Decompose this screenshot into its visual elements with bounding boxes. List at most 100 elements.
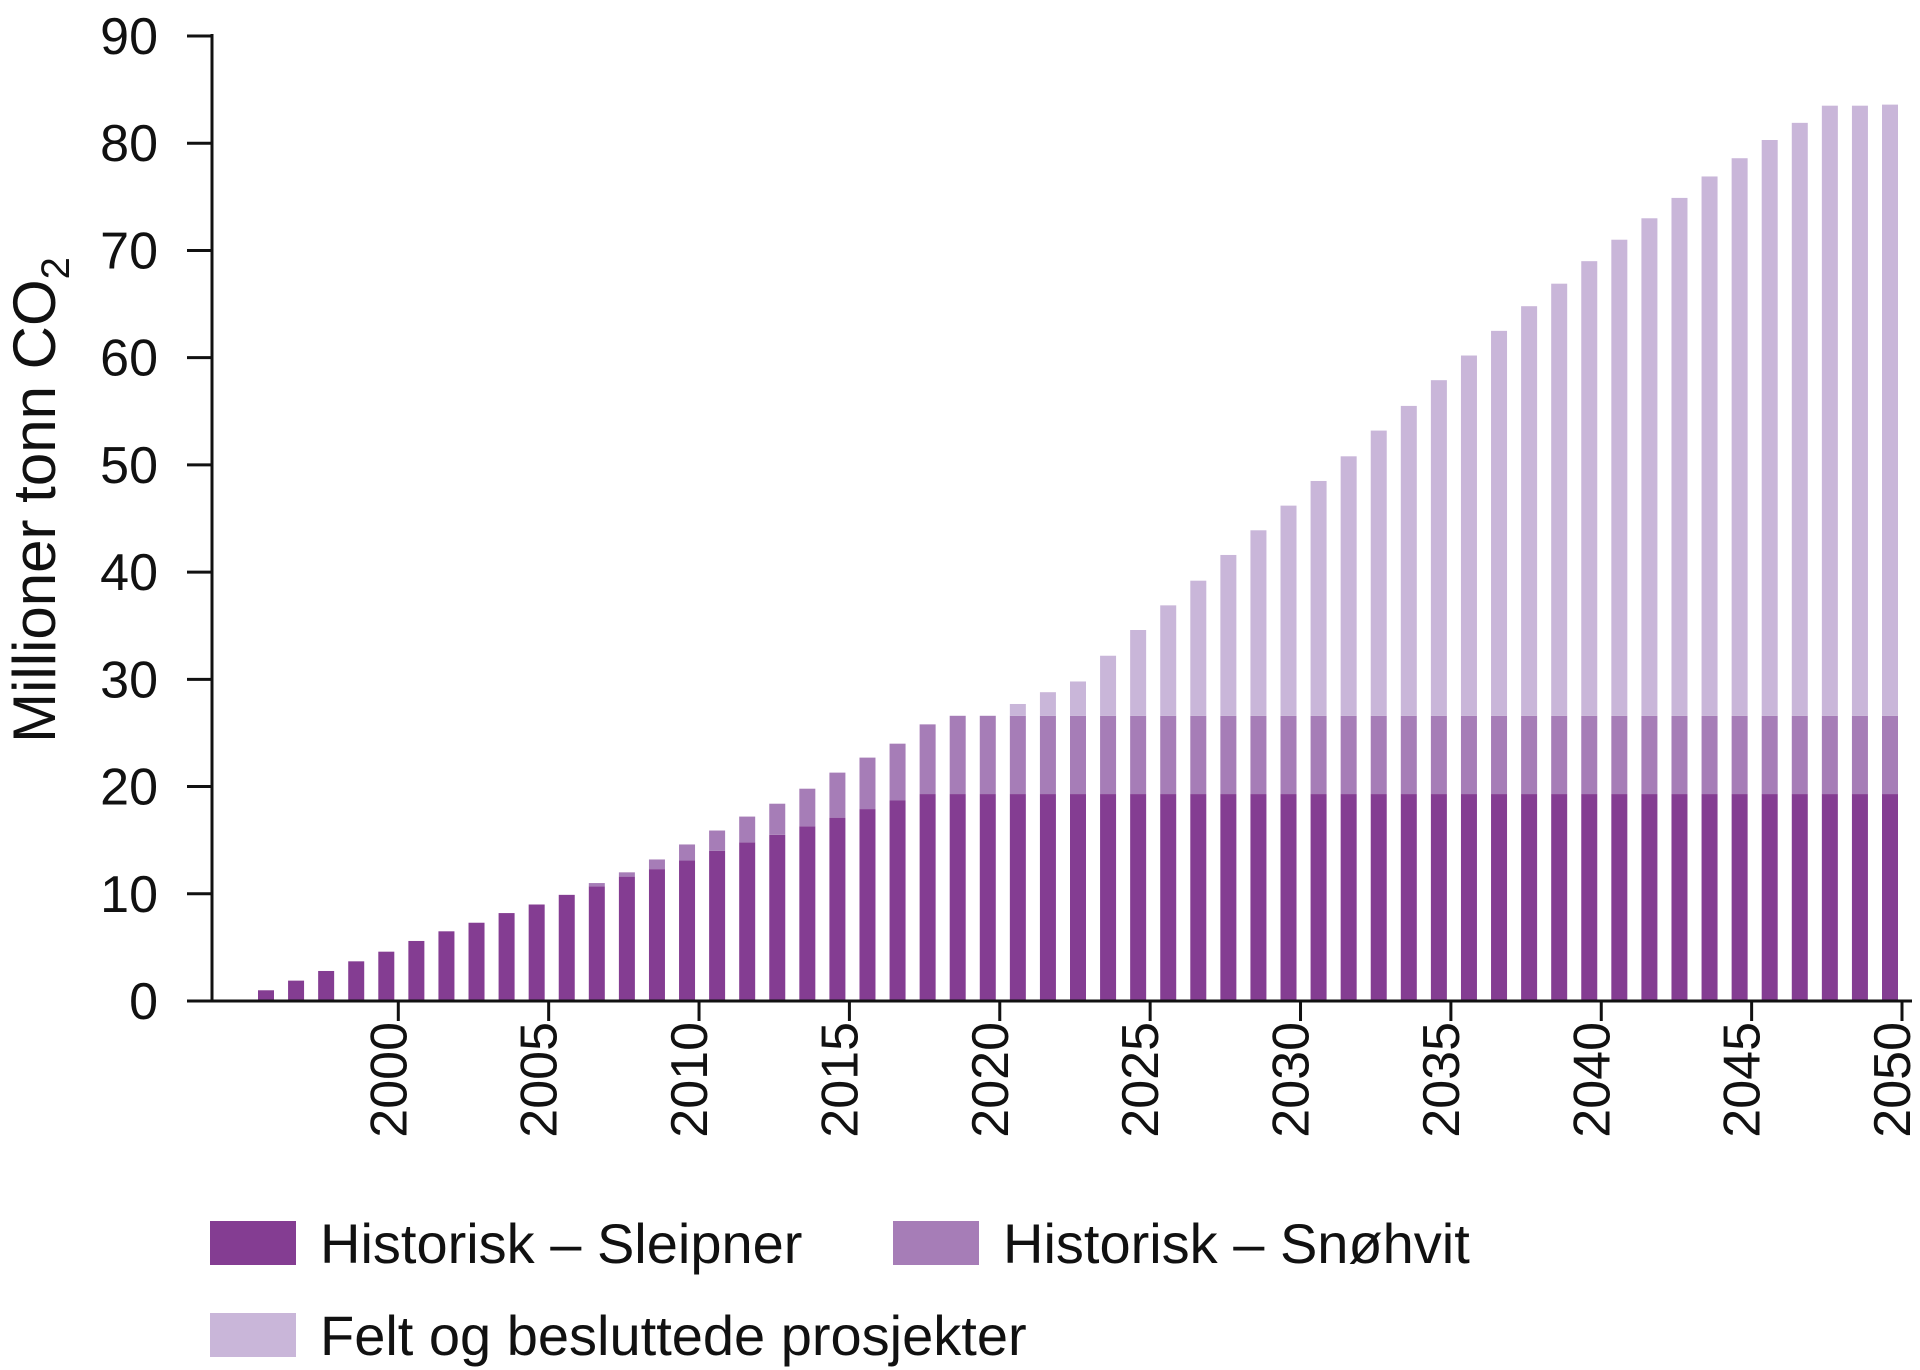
bar-felt-og-besluttede-prosjekter-2046	[1761, 140, 1778, 716]
y-axis-label-subscript: 2	[34, 257, 78, 279]
bars-group	[258, 104, 1898, 1001]
bar-felt-og-besluttede-prosjekter-2037	[1491, 330, 1508, 716]
bar-historisk-snohvit-2024	[1100, 715, 1117, 795]
bar-historisk-sleipner-2000	[378, 951, 395, 1001]
bar-historisk-sleipner-2001	[408, 940, 425, 1001]
bar-historisk-sleipner-2040	[1581, 794, 1598, 1001]
bar-felt-og-besluttede-prosjekter-2024	[1100, 655, 1117, 716]
bar-historisk-snohvit-2048	[1821, 715, 1838, 795]
bar-historisk-snohvit-2046	[1761, 715, 1778, 795]
y-tick-label-0: 0	[129, 973, 158, 1031]
bar-felt-og-besluttede-prosjekter-2040	[1581, 261, 1598, 716]
bar-felt-og-besluttede-prosjekter-2043	[1671, 197, 1688, 716]
bar-historisk-sleipner-2021	[1009, 794, 1026, 1001]
bar-historisk-snohvit-2037	[1491, 715, 1508, 795]
x-tick-label-2010: 2010	[661, 1022, 719, 1138]
bar-felt-og-besluttede-prosjekter-2033	[1370, 430, 1387, 716]
y-axis-label: Millioner tonn CO2	[1, 257, 78, 743]
bar-felt-og-besluttede-prosjekter-2045	[1731, 158, 1748, 716]
bar-historisk-sleipner-2006	[558, 894, 575, 1001]
bar-historisk-snohvit-2014	[799, 788, 816, 827]
bar-historisk-sleipner-2016	[859, 809, 876, 1001]
bar-historisk-sleipner-2011	[709, 850, 726, 1001]
x-tick-label-2050: 2050	[1864, 1022, 1920, 1138]
y-tick-label-80: 80	[100, 115, 158, 173]
bar-felt-og-besluttede-prosjekter-2025	[1130, 630, 1147, 716]
bar-felt-og-besluttede-prosjekter-2039	[1551, 283, 1568, 716]
bar-historisk-snohvit-2041	[1611, 715, 1628, 795]
bar-historisk-sleipner-2027	[1190, 794, 1207, 1001]
bar-historisk-snohvit-2031	[1310, 715, 1327, 795]
legend-swatch-snohvit	[893, 1221, 979, 1265]
y-tick-label-70: 70	[100, 222, 158, 280]
bar-historisk-sleipner-1998	[318, 970, 335, 1001]
y-axis: 0 10 20 30 40 50 60 70 80 90	[100, 8, 214, 1031]
bar-historisk-sleipner-2028	[1220, 794, 1237, 1001]
bar-historisk-sleipner-2050	[1882, 794, 1898, 1001]
bar-historisk-sleipner-2038	[1521, 794, 1538, 1001]
bar-felt-og-besluttede-prosjekter-2034	[1400, 405, 1417, 716]
bar-felt-og-besluttede-prosjekter-2038	[1521, 306, 1538, 716]
legend-swatch-felt	[210, 1313, 296, 1357]
bar-historisk-sleipner-2014	[799, 826, 816, 1001]
bar-historisk-snohvit-2044	[1701, 715, 1718, 795]
bar-historisk-snohvit-2040	[1581, 715, 1598, 795]
bar-historisk-sleipner-2009	[648, 869, 665, 1001]
bar-historisk-snohvit-2050	[1882, 715, 1898, 795]
bar-historisk-sleipner-2043	[1671, 794, 1688, 1001]
x-tick-label-2000: 2000	[360, 1022, 418, 1138]
y-tick-label-20: 20	[100, 759, 158, 817]
bar-historisk-snohvit-2011	[709, 830, 726, 851]
bar-historisk-snohvit-2010	[679, 844, 696, 861]
bar-historisk-snohvit-2028	[1220, 715, 1237, 795]
bar-historisk-sleipner-2026	[1160, 794, 1177, 1001]
bar-historisk-snohvit-2009	[648, 859, 665, 870]
bar-felt-og-besluttede-prosjekter-2044	[1701, 176, 1718, 716]
bar-historisk-snohvit-2017	[889, 743, 906, 801]
legend-label-felt: Felt og besluttede prosjekter	[320, 1303, 1027, 1367]
bar-felt-og-besluttede-prosjekter-2041	[1611, 239, 1628, 716]
bar-historisk-snohvit-2043	[1671, 715, 1688, 795]
bar-historisk-snohvit-2045	[1731, 715, 1748, 795]
bar-historisk-snohvit-2039	[1551, 715, 1568, 795]
bar-historisk-snohvit-2030	[1280, 715, 1297, 795]
bar-historisk-sleipner-2010	[679, 860, 696, 1001]
bar-historisk-snohvit-2023	[1070, 715, 1086, 795]
bar-felt-og-besluttede-prosjekter-2022	[1039, 692, 1056, 716]
bar-historisk-snohvit-2047	[1791, 715, 1808, 795]
x-tick-label-2045: 2045	[1714, 1022, 1772, 1138]
bar-historisk-snohvit-2012	[739, 816, 756, 843]
legend-item-snohvit: Historisk – Snøhvit	[893, 1208, 1470, 1278]
bar-felt-og-besluttede-prosjekter-2021	[1009, 703, 1026, 716]
bar-felt-og-besluttede-prosjekter-2047	[1791, 122, 1808, 716]
bar-historisk-sleipner-2022	[1039, 794, 1056, 1001]
bar-historisk-snohvit-2025	[1130, 715, 1147, 795]
x-tick-label-2005: 2005	[511, 1022, 569, 1138]
bar-felt-og-besluttede-prosjekter-2023	[1070, 681, 1086, 716]
bar-historisk-sleipner-2034	[1400, 794, 1417, 1001]
bar-historisk-sleipner-2024	[1100, 794, 1117, 1001]
bar-historisk-snohvit-2013	[769, 803, 786, 835]
bar-historisk-snohvit-2027	[1190, 715, 1207, 795]
bar-felt-og-besluttede-prosjekter-2042	[1641, 218, 1658, 716]
bar-felt-og-besluttede-prosjekter-2032	[1340, 456, 1357, 716]
bar-historisk-sleipner-2049	[1851, 794, 1868, 1001]
bar-historisk-sleipner-2029	[1250, 794, 1267, 1001]
x-tick-label-2020: 2020	[962, 1022, 1020, 1138]
bar-historisk-snohvit-2035	[1430, 715, 1447, 795]
bar-historisk-snohvit-2021	[1009, 715, 1026, 795]
x-axis: 2000 2005 2010 2015 2020 2025 2030 2035 2040 2045…	[212, 999, 1920, 1138]
bar-historisk-sleipner-2005	[528, 904, 545, 1001]
bar-historisk-sleipner-2007	[588, 886, 605, 1001]
bar-historisk-sleipner-2012	[739, 842, 756, 1001]
y-tick-label-50: 50	[100, 437, 158, 495]
bar-felt-og-besluttede-prosjekter-2031	[1310, 480, 1327, 716]
legend-label-snohvit: Historisk – Snøhvit	[1003, 1211, 1470, 1275]
y-tick-label-10: 10	[100, 866, 158, 924]
bar-felt-og-besluttede-prosjekter-2026	[1160, 605, 1177, 716]
x-tick-label-2040: 2040	[1563, 1022, 1621, 1138]
bar-historisk-snohvit-2016	[859, 757, 876, 810]
bar-historisk-sleipner-2048	[1821, 794, 1838, 1001]
bar-historisk-sleipner-2019	[949, 794, 966, 1001]
bar-historisk-snohvit-2008	[618, 872, 635, 877]
